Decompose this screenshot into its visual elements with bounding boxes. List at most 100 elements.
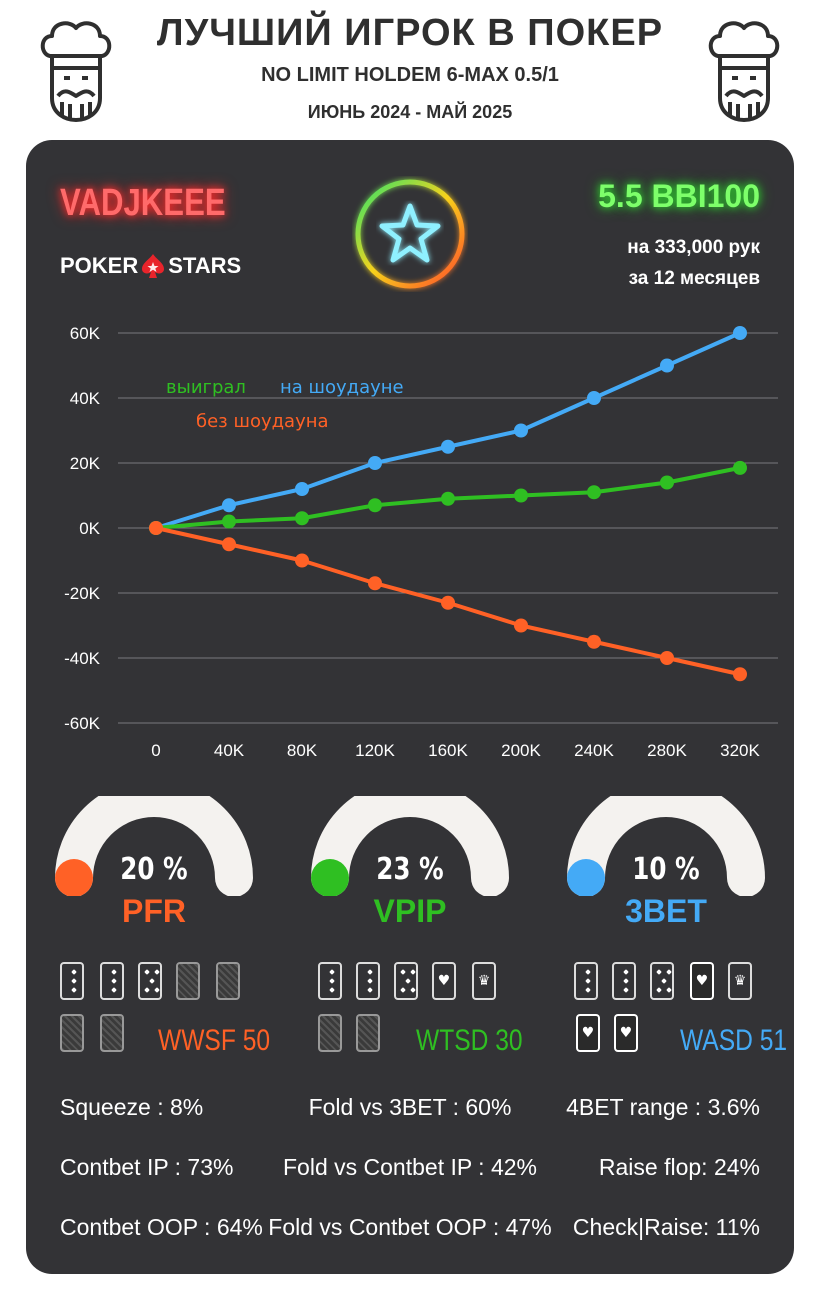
star-badge-icon (352, 176, 468, 292)
card-back-icon (176, 962, 200, 1000)
data-point (660, 651, 674, 665)
playing-card-icon (650, 962, 674, 1000)
x-tick-label: 120K (355, 741, 395, 760)
data-point (368, 576, 382, 591)
playing-card-icon (574, 962, 598, 1000)
data-point (222, 498, 236, 513)
data-point (660, 358, 674, 373)
stat-right: 4BET range : 3.6% (566, 1094, 760, 1120)
gauge-track (55, 779, 253, 897)
page-subtitle: NO LIMIT HOLDEM 6-MAX 0.5/1 (261, 64, 559, 86)
card-back-icon (60, 1014, 84, 1052)
y-tick-label: -20K (64, 584, 101, 603)
card-back-icon (318, 1014, 342, 1052)
gauge-3bet (566, 779, 766, 897)
playing-card-icon (318, 962, 342, 1000)
hands-count: на 333,000 рук (627, 237, 760, 258)
gauge-vpip (310, 779, 510, 897)
gauge-label: 3BET (625, 893, 707, 929)
gauge-value: 10 % (632, 852, 700, 887)
legend-entry: выиграл (166, 377, 246, 398)
playing-card-icon (612, 962, 636, 1000)
x-tick-label: 0 (151, 741, 160, 760)
room-name-left: POKER (60, 253, 139, 278)
data-point (587, 485, 601, 500)
y-tick-label: 40K (70, 389, 101, 408)
page-title: ЛУЧШИЙ ИГРОК В ПОКЕР (156, 12, 664, 54)
data-point (587, 634, 601, 649)
heart-card-icon: ♥ (614, 1014, 638, 1052)
stat-right: Raise flop: 24% (598, 1154, 760, 1180)
data-point (587, 391, 601, 405)
period-label: ИЮНЬ 2024 - МАЙ 2025 (307, 102, 513, 122)
gauge-value: 20 % (120, 852, 188, 887)
w-stat: WTSD 30 (416, 1024, 523, 1057)
gauge-track (567, 779, 765, 897)
data-point (295, 511, 309, 526)
profit-line-chart: 60K 40K 20K 0K -20K -40K -60K 0 40K 80K 120K 160K 20… (64, 324, 778, 760)
card-back-icon (100, 1014, 124, 1052)
card-back-icon (356, 1014, 380, 1052)
stat-left: Squeeze : 8% (60, 1094, 204, 1120)
x-tick-label: 200K (501, 741, 541, 760)
playing-card-icon (394, 962, 418, 1000)
months-count: за 12 месяцев (628, 268, 760, 289)
data-point (733, 667, 747, 682)
stat-right: Check|Raise: 11% (572, 1214, 760, 1240)
gauge-indicator (311, 859, 349, 897)
heart-card-icon: ♥ (690, 962, 714, 1000)
data-point (514, 488, 528, 503)
x-tick-label: 320K (720, 741, 760, 760)
data-point (368, 456, 382, 470)
stat-left: Contbet OOP : 64% (60, 1214, 263, 1240)
heart-card-icon: ♥ (432, 962, 456, 1000)
x-tick-label: 240K (574, 741, 614, 760)
winrate-value: 5.5 BBI100 (598, 178, 760, 214)
x-tick-label: 80K (287, 741, 318, 760)
x-tick-label: 40K (214, 741, 245, 760)
data-point (295, 482, 309, 496)
spade-icon (139, 252, 167, 280)
data-point (222, 514, 236, 529)
gauge-label: PFR (122, 893, 186, 929)
gauge-pfr (54, 779, 254, 897)
chef-mascot-right-icon (704, 16, 784, 124)
data-point (733, 460, 747, 475)
y-tick-label: 0K (79, 519, 100, 538)
gauge-value: 23 % (376, 852, 444, 887)
chef-mascot-left-icon (36, 16, 116, 124)
room-name-right: STARS (168, 253, 242, 278)
stat-center: Fold vs 3BET : 60% (308, 1094, 512, 1120)
data-point (733, 326, 747, 340)
data-point (441, 491, 455, 506)
data-point (660, 475, 674, 490)
data-point (514, 423, 528, 438)
playing-card-icon (60, 962, 84, 1000)
heart-card-icon: ♥ (576, 1014, 600, 1052)
legend-entry: без шоудауна (196, 411, 329, 432)
y-tick-label: 60K (70, 324, 101, 343)
data-point (295, 553, 309, 568)
pokerstars-logo: POKER STARS (60, 252, 241, 280)
playing-card-icon (100, 962, 124, 1000)
card-back-icon (216, 962, 240, 1000)
data-point (368, 498, 382, 513)
data-point (222, 537, 236, 552)
player-name: VADJKEEE (60, 182, 226, 224)
gauge-label: VPIP (373, 893, 447, 929)
stat-center: Fold vs Contbet IP : 42% (283, 1154, 537, 1180)
stats-panel (26, 140, 794, 1274)
stat-left: Contbet IP : 73% (60, 1154, 234, 1180)
data-point (514, 618, 528, 633)
gauge-track (311, 779, 509, 897)
data-point (441, 439, 455, 454)
x-tick-label: 280K (647, 741, 687, 760)
crown-card-icon: ♛ (472, 962, 496, 1000)
y-tick-label: 20K (70, 454, 101, 473)
gauge-indicator (567, 859, 605, 897)
x-tick-label: 160K (428, 741, 468, 760)
w-stat: WASD 51 (680, 1024, 788, 1057)
w-stat: WWSF 50 (158, 1024, 271, 1057)
gauge-indicator (55, 859, 93, 897)
playing-card-icon (138, 962, 162, 1000)
